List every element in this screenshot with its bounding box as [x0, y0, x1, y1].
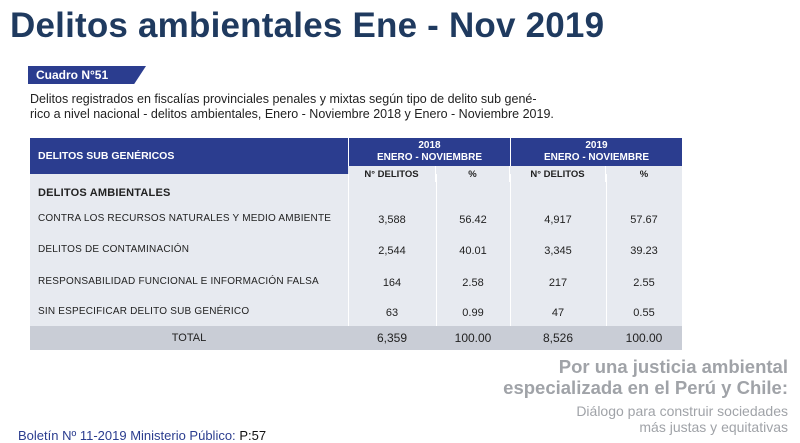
cell-pct-2018: 0.99 — [462, 307, 484, 319]
cell-delitos-2018: 164 — [382, 277, 402, 289]
slogan-line-3: Diálogo para construir sociedades — [576, 403, 788, 419]
row-label: SIN ESPECIFICAR DELITO SUB GENÉRICO — [38, 306, 250, 317]
cell-delitos-2019: 47 — [551, 307, 565, 319]
year-2019-label: 2019 — [585, 140, 608, 151]
period-2018-label: ENERO - NOVIEMBRE — [376, 152, 482, 163]
col-divider — [606, 174, 607, 350]
slogan-line-1: Por una justicia ambiental — [558, 356, 788, 377]
cell-pct-2018: 40.01 — [459, 245, 487, 257]
total-pct-2018: 100.00 — [454, 331, 492, 345]
cuadro-description: Delitos registrados en fiscalías provinc… — [30, 92, 630, 122]
page-title: Delitos ambientales Ene - Nov 2019 — [10, 6, 605, 45]
year-2018-label: 2018 — [418, 140, 441, 151]
cell-pct-2018: 2.58 — [462, 277, 484, 289]
cell-delitos-2019: 3,345 — [544, 245, 572, 257]
cell-delitos-2018: 2,544 — [378, 245, 406, 257]
period-2019-label: ENERO - NOVIEMBRE — [543, 152, 649, 163]
description-line-2: rico a nivel nacional - delitos ambienta… — [30, 107, 554, 121]
total-row: TOTAL 6,359 100.00 8,526 100.00 — [30, 326, 682, 350]
cell-pct-2019: 0.55 — [633, 307, 655, 319]
subheader-pct-2019: % — [606, 166, 682, 182]
boletin-label: Boletín Nº 11-2019 Ministerio Público: — [18, 428, 236, 443]
slogan-line-2: especializada en el Perú y Chile: — [503, 377, 788, 398]
cell-pct-2019: 57.67 — [630, 214, 658, 226]
total-label: TOTAL — [171, 332, 207, 344]
description-line-1: Delitos registrados en fiscalías provinc… — [30, 92, 537, 106]
cell-pct-2019: 2.55 — [633, 277, 655, 289]
cell-delitos-2019: 4,917 — [544, 214, 572, 226]
total-delitos-2019: 8,526 — [542, 331, 574, 345]
cell-pct-2019: 39.23 — [630, 245, 658, 257]
row-label: CONTRA LOS RECURSOS NATURALES Y MEDIO AM… — [38, 213, 332, 224]
year-header-2019: 2019 ENERO - NOVIEMBRE — [510, 138, 682, 166]
slogan-line-4: más justas y equitativas — [639, 419, 788, 435]
row-label: RESPONSABILIDAD FUNCIONAL E INFORMACIÓN … — [38, 276, 319, 287]
col-header-delitos: DELITOS SUB GENÉRICOS — [30, 138, 348, 174]
total-delitos-2018: 6,359 — [376, 331, 408, 345]
cell-pct-2018: 56.42 — [459, 214, 487, 226]
cuadro-label: Cuadro N°51 — [28, 66, 146, 84]
subheader-delitos-2019: N° DELITOS — [510, 166, 606, 182]
col-divider — [436, 174, 437, 350]
subheader-delitos-2018: N° DELITOS — [348, 166, 436, 182]
delitos-table: DELITOS SUB GENÉRICOS 2018 ENERO - NOVIE… — [30, 138, 682, 350]
group-label: DELITOS AMBIENTALES — [38, 187, 171, 199]
page-reference: P:57 — [239, 428, 267, 443]
cell-delitos-2018: 3,588 — [378, 214, 406, 226]
col-divider — [510, 174, 511, 350]
row-label: DELITOS DE CONTAMINACIÓN — [38, 244, 190, 255]
cell-delitos-2019: 217 — [548, 277, 568, 289]
total-pct-2019: 100.00 — [625, 331, 663, 345]
subheader-pct-2018: % — [436, 166, 510, 182]
source-citation: Boletín Nº 11-2019 Ministerio Público: P… — [18, 428, 266, 443]
col-divider — [348, 174, 349, 350]
year-header-2018: 2018 ENERO - NOVIEMBRE — [348, 138, 510, 166]
cell-delitos-2018: 63 — [385, 307, 399, 319]
